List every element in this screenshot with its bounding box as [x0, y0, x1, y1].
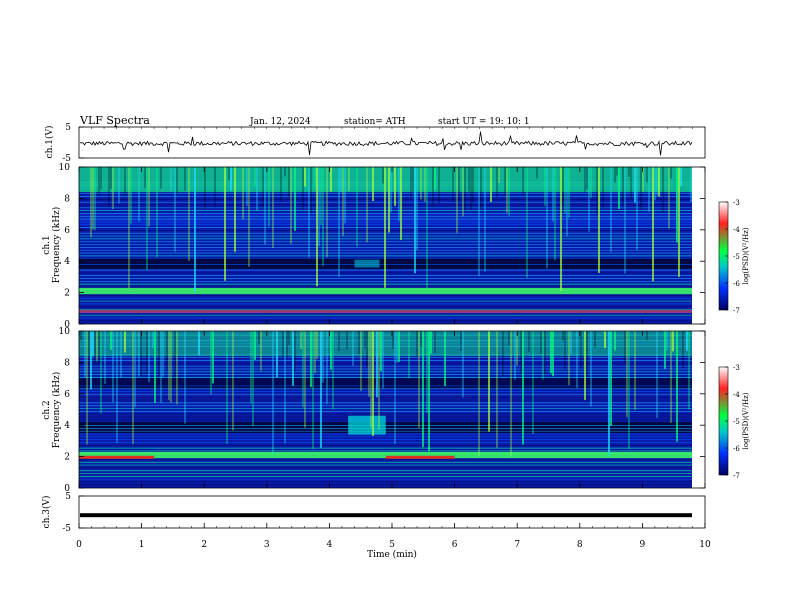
chart-title: VLF Spectra	[79, 114, 150, 127]
colorbar-tick-label: -5	[733, 418, 740, 426]
spectrogram-ytick-label: 2	[64, 453, 70, 463]
ch1-spectrogram-ticks: 0 2 4 6 8 10	[59, 163, 706, 330]
spectrogram-top-noise	[79, 331, 692, 357]
spectrogram-ytick-label: 4	[64, 257, 70, 267]
spectrogram-red-band	[79, 455, 155, 459]
spectrogram-band	[79, 378, 692, 390]
time-axis-ticks: 0 1 2 3 4 5 6 7 8 9 10	[76, 127, 711, 550]
time-xtick-label: 3	[264, 540, 270, 550]
time-xtick-label: 1	[139, 540, 145, 550]
time-xtick-label: 2	[201, 540, 207, 550]
colorbar-tick-label: -3	[733, 364, 740, 372]
ch1-waveform-line	[79, 131, 693, 156]
ch2-spectrogram-image	[79, 331, 692, 488]
time-axis-label: Time (min)	[367, 549, 417, 560]
ch1-ytick-label: 5	[65, 123, 71, 133]
station-label: station= ATH	[344, 117, 406, 127]
ch1-waveform-ticks: 5 -5	[62, 123, 84, 164]
ch2-spectrogram-ylabel-1: ch.2	[42, 400, 52, 419]
spectrogram-ytick-label: 10	[59, 327, 71, 337]
ch1-spectrogram-ylabel-1: ch.1	[42, 235, 52, 254]
ch1-spectrogram-image	[79, 167, 692, 324]
spectrogram-red-band	[79, 309, 692, 313]
ch2-spectrogram-ylabel-2: Frequency (kHz)	[51, 372, 62, 449]
time-xtick-label: 5	[389, 540, 395, 550]
start-time-label: start UT = 19: 10: 1	[438, 117, 530, 127]
spectrogram-ytick-label: 0	[64, 320, 70, 330]
time-xtick-label: 8	[577, 540, 583, 550]
colorbar-tick-label: -6	[733, 280, 740, 288]
colorbar-tick-label: -6	[733, 445, 740, 453]
ch3-ytick-label: 5	[65, 492, 71, 502]
ch1-colorbar: -3 -4 -5 -6 -7 log(PSD)(V²/Hz)	[718, 199, 750, 315]
spectrogram-ytick-label: 4	[64, 421, 70, 431]
ch1-waveform-panel: 5 -5 ch.1(V)	[44, 123, 706, 164]
spectrogram-ytick-label: 0	[64, 484, 70, 494]
ch3-waveform-ticks: 5 -5	[62, 492, 84, 534]
spectrogram-patch	[348, 415, 386, 435]
time-xtick-label: 7	[514, 540, 520, 550]
colorbar-tick-label: -4	[733, 226, 740, 234]
spectrogram-red-band	[385, 455, 455, 459]
colorbar-tick-label: -7	[733, 307, 740, 315]
ch2-colorbar: -3 -4 -5 -6 -7 log(PSD)(V²/Hz)	[718, 364, 750, 480]
colorbar-label: log(PSD)(V²/Hz)	[742, 227, 750, 284]
time-xtick-label: 10	[699, 540, 711, 550]
ch2-spectrogram-ticks: 0 2 4 6 8 10	[59, 327, 706, 494]
ch1-waveform-ylabel: ch.1(V)	[44, 126, 55, 159]
spectrogram-background	[79, 331, 692, 488]
ch1-spectrogram-panel: 0 2 4 6 8 10 ch.1 Frequency (kHz)	[42, 163, 706, 330]
ch1-ytick-label: -5	[62, 154, 71, 164]
ch2-spectrogram-panel: 0 2 4 6 8 10 ch.2 Frequency (kHz)	[42, 327, 706, 494]
time-xtick-label: 6	[452, 540, 458, 550]
colorbar-tick-label: -4	[733, 391, 740, 399]
ch3-waveform-ylabel: ch.3(V)	[41, 496, 52, 529]
ch3-ytick-label: -5	[62, 524, 71, 534]
spectrogram-band-2khz	[79, 451, 692, 459]
spectrogram-ytick-label: 6	[64, 226, 70, 236]
ch3-waveform-line	[80, 513, 692, 518]
ch1-spectrogram-ylabel-2: Frequency (kHz)	[51, 207, 62, 284]
spectrogram-patch	[354, 259, 380, 268]
spectrogram-ytick-label: 2	[64, 289, 70, 299]
time-xtick-label: 0	[76, 540, 82, 550]
date-label: Jan. 12, 2024	[249, 117, 311, 127]
spectrogram-band-2khz	[79, 287, 692, 295]
time-xtick-label: 9	[640, 540, 646, 550]
colorbar-label: log(PSD)(V²/Hz)	[742, 392, 750, 449]
ch3-waveform-panel: 5 -5 0 1 2 3 4 5 6 7 8 9 10 ch.3(V) Time (min)	[41, 127, 711, 560]
spectrogram-ytick-label: 8	[64, 358, 70, 368]
time-xtick-label: 4	[327, 540, 333, 550]
spectrogram-ytick-label: 10	[59, 163, 71, 173]
spectrogram-ytick-label: 6	[64, 390, 70, 400]
colorbar-tick-label: -5	[733, 253, 740, 261]
colorbar-tick-label: -3	[733, 199, 740, 207]
colorbar-tick-label: -7	[733, 472, 740, 480]
spectrogram-ytick-label: 8	[64, 194, 70, 204]
